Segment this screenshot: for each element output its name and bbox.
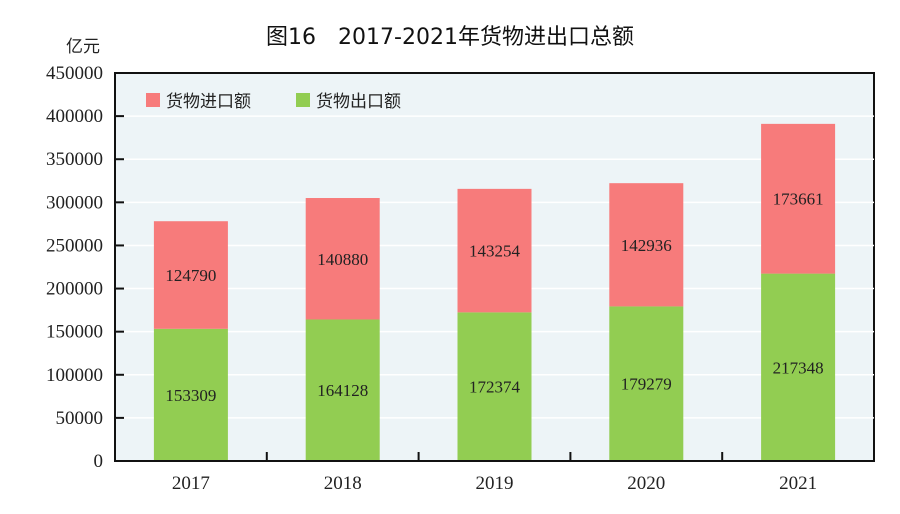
bar-export-2020: [609, 306, 684, 461]
bar-export-2019: [457, 312, 532, 461]
legend-swatch: [296, 93, 310, 107]
y-tick-label: 100000: [46, 365, 103, 386]
bar-import-2019: [457, 188, 532, 313]
data-label: 164128: [317, 381, 368, 400]
data-label: 173661: [773, 190, 824, 209]
y-tick-label: 350000: [46, 149, 103, 170]
bar-import-2018: [305, 198, 380, 320]
data-label: 140880: [317, 250, 368, 269]
y-tick-label: 50000: [56, 408, 104, 429]
data-label: 172374: [469, 378, 521, 397]
data-label: 143254: [469, 242, 521, 261]
y-tick-label: 400000: [46, 106, 103, 127]
y-axis-unit: 亿元: [66, 37, 100, 57]
bar-import-2017: [153, 221, 228, 329]
x-tick-label: 2021: [779, 473, 817, 494]
chart-title: 图16 2017-2021年货物进出口总额: [266, 25, 634, 50]
bar-export-2017: [153, 328, 228, 461]
bar-export-2021: [761, 273, 836, 461]
x-tick-label: 2019: [476, 473, 514, 494]
y-tick-label: 250000: [46, 235, 103, 256]
data-label: 179279: [621, 375, 672, 394]
bar-export-2018: [305, 319, 380, 461]
data-label: 142936: [621, 236, 672, 255]
bar-import-2021: [761, 123, 836, 274]
legend-label: 货物进口额: [166, 92, 251, 112]
legend-label: 货物出口额: [316, 92, 401, 112]
x-tick-label: 2017: [172, 473, 210, 494]
y-tick-label: 200000: [46, 279, 103, 300]
legend-swatch: [146, 93, 160, 107]
y-tick-label: 0: [94, 451, 104, 472]
y-tick-label: 450000: [46, 63, 103, 84]
y-tick-label: 300000: [46, 192, 103, 213]
y-tick-label: 150000: [46, 322, 103, 343]
x-tick-label: 2020: [627, 473, 665, 494]
x-tick-label: 2018: [324, 473, 362, 494]
bar-import-2020: [609, 183, 684, 307]
data-label: 217348: [773, 358, 824, 377]
data-label: 153309: [165, 386, 216, 405]
data-label: 124790: [165, 266, 216, 285]
